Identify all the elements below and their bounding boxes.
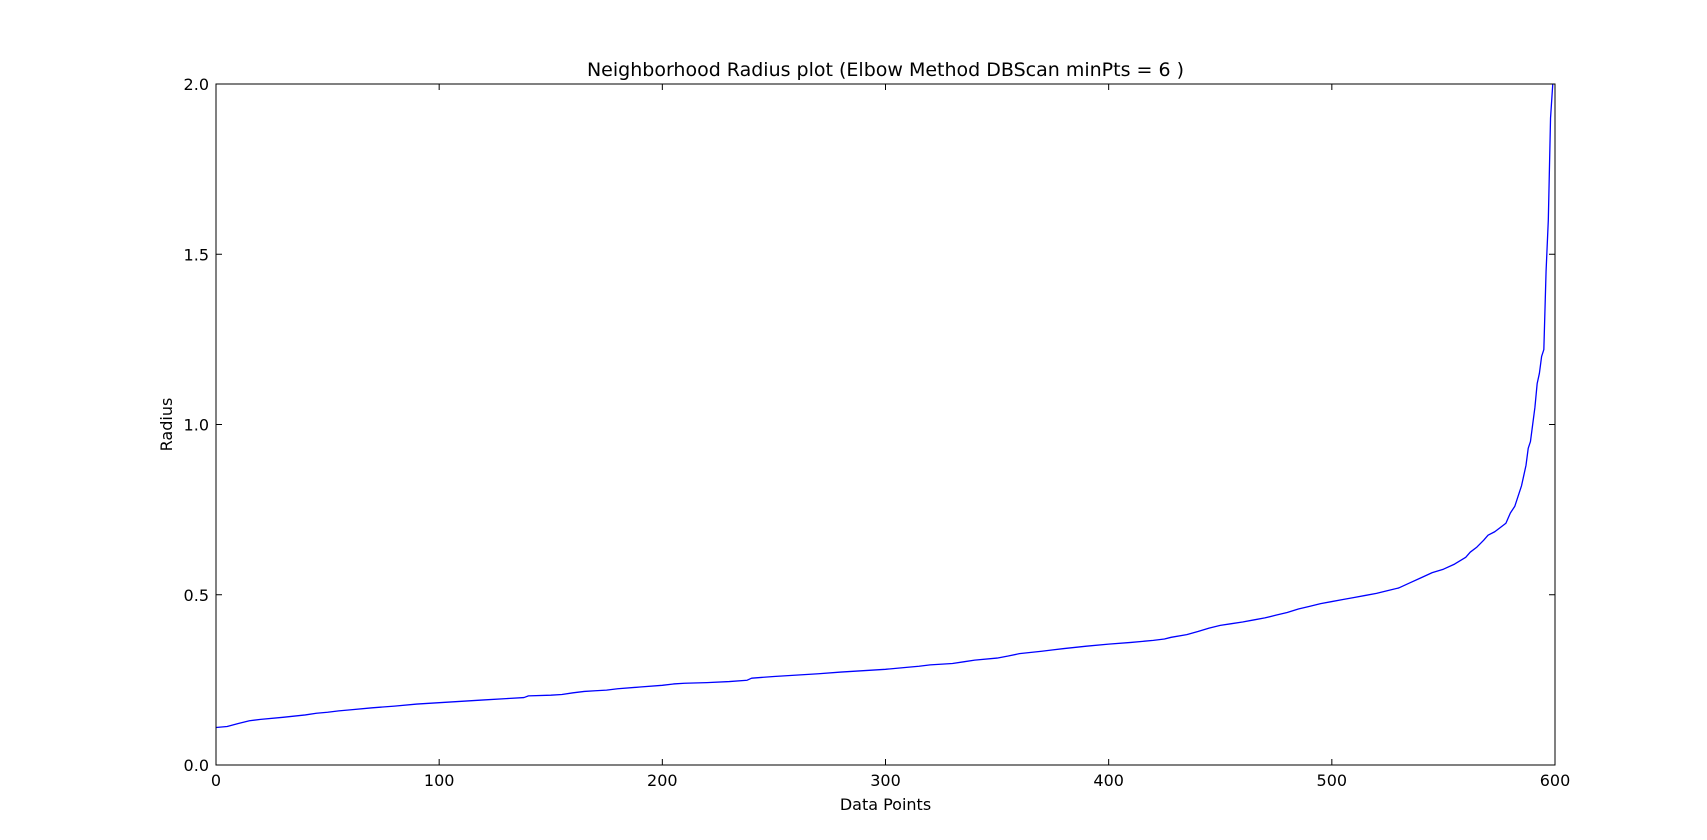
x-tick-label: 300 [870, 771, 901, 790]
x-axis-label: Data Points [840, 795, 931, 814]
y-axis-label: Radius [157, 398, 176, 452]
chart-title: Neighborhood Radius plot (Elbow Method D… [587, 59, 1184, 81]
y-tick-label: 0.5 [184, 586, 209, 605]
x-tick-label: 0 [211, 771, 221, 790]
y-tick-label: 1.5 [184, 245, 209, 264]
series-line-0 [216, 83, 1554, 729]
series-layer [216, 83, 1554, 729]
x-tick-label: 400 [1093, 771, 1124, 790]
x-tick-label: 100 [424, 771, 455, 790]
x-tick-label: 500 [1317, 771, 1348, 790]
y-tick-label: 1.0 [184, 416, 209, 435]
y-tick-label: 2.0 [184, 75, 209, 94]
x-tick-label: 600 [1540, 771, 1571, 790]
y-tick-label: 0.0 [184, 756, 209, 775]
x-tick-label: 200 [647, 771, 678, 790]
tick-layer: 0 100 200 300 400 500 600 0.0 0.5 1.0 1.5 2.0 [184, 75, 1571, 790]
